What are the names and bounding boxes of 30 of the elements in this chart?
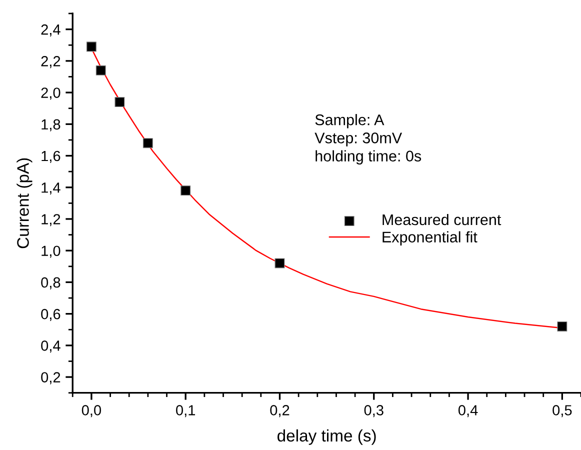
y-tick-label: 0,6 [41, 308, 60, 321]
y-tick-label: 1,0 [42, 246, 60, 258]
y-tick-label: 1,2 [42, 214, 60, 226]
point [142, 138, 153, 148]
y-tick-label: 2,4 [41, 24, 60, 36]
point [274, 258, 285, 268]
x-tick-label: 0,0 [82, 405, 102, 418]
annotation: Sample: A Vstep: 30mV holding time: 0s [314, 114, 422, 165]
x-tick-label: 0,1 [176, 405, 196, 418]
x-tick-label: 0,2 [270, 405, 290, 418]
x-tick-label: 0,4 [458, 405, 478, 418]
y-tick-label: 1,8 [42, 119, 60, 132]
x-tick-label: 0,3 [364, 405, 384, 418]
point [557, 321, 568, 332]
y-axis-title: Current (pA) [16, 158, 32, 248]
point [114, 97, 125, 108]
y-tick-label: 0,2 [41, 372, 60, 384]
y-tick-label: 2,2 [41, 56, 60, 68]
point [180, 186, 191, 196]
y-tick-label: 0,8 [41, 277, 60, 290]
y-tick-label: 1,4 [42, 182, 60, 195]
x-axis-title: delay time (s) [278, 429, 376, 445]
legend-label: Measured current [382, 214, 502, 226]
point [96, 65, 106, 76]
x-tick-label: 0,5 [552, 405, 572, 418]
y-tick-label: 2,0 [41, 88, 60, 100]
point [86, 42, 96, 52]
legend-label: Exponential fit [382, 231, 478, 246]
y-tick-label: 0,4 [41, 340, 60, 353]
y-tick-label: 1,6 [42, 150, 60, 163]
